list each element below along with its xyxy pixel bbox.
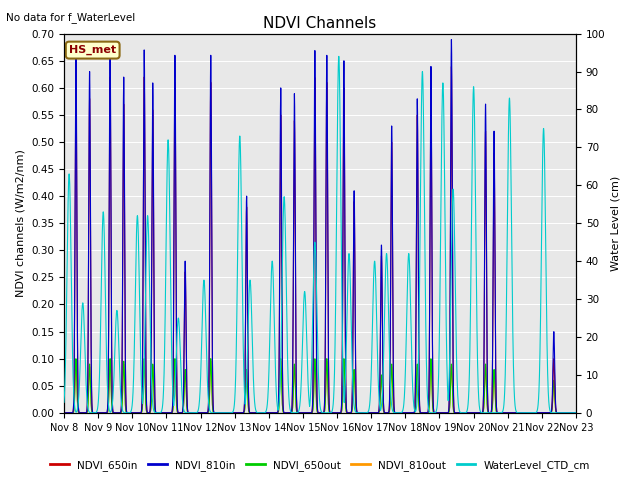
Legend: NDVI_650in, NDVI_810in, NDVI_650out, NDVI_810out, WaterLevel_CTD_cm: NDVI_650in, NDVI_810in, NDVI_650out, NDV… [46,456,594,475]
Text: No data for f_WaterLevel: No data for f_WaterLevel [6,12,136,23]
Y-axis label: Water Level (cm): Water Level (cm) [611,176,621,271]
Text: HS_met: HS_met [69,45,116,55]
Y-axis label: NDVI channels (W/m2/nm): NDVI channels (W/m2/nm) [15,149,26,297]
Title: NDVI Channels: NDVI Channels [264,16,376,31]
